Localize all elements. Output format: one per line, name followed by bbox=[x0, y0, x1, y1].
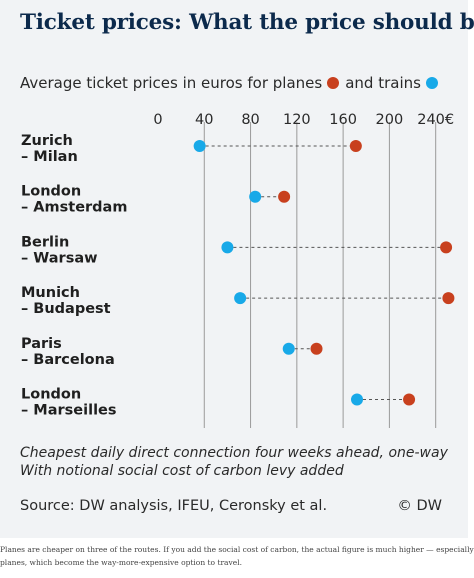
route-label-destination: – Barcelona bbox=[21, 352, 115, 368]
subtitle-text: Average ticket prices in euros for plane… bbox=[20, 74, 323, 92]
x-tick-label: 40 bbox=[195, 112, 213, 128]
route-label-origin: Munich bbox=[21, 285, 80, 301]
chart-card: Ticket prices: What the price should be … bbox=[0, 0, 474, 538]
train-price-dot bbox=[282, 342, 295, 355]
chart-note: Cheapest daily direct connection four we… bbox=[20, 444, 460, 480]
plane-price-dot bbox=[310, 342, 323, 355]
train-price-dot bbox=[351, 393, 364, 406]
plane-price-dot bbox=[349, 140, 362, 152]
train-price-dot bbox=[221, 241, 234, 254]
note-line-1: Cheapest daily direct connection four we… bbox=[20, 445, 448, 461]
x-tick-label: 200 bbox=[376, 112, 404, 128]
plane-price-dot bbox=[278, 190, 291, 203]
route-label-destination: – Milan bbox=[21, 149, 78, 165]
x-tick-label: 240€ bbox=[417, 112, 454, 128]
x-tick-label: 0 bbox=[153, 112, 162, 128]
chart-title: Ticket prices: What the price should be bbox=[20, 10, 474, 35]
train-price-dot bbox=[249, 190, 262, 203]
caption-line-2: planes, which become the way-more-expens… bbox=[0, 558, 242, 567]
subtitle-text-trains: and trains bbox=[345, 74, 421, 92]
route-label-origin: London bbox=[21, 184, 81, 200]
plane-price-dot bbox=[440, 241, 453, 254]
image-caption: Planes are cheaper on three of the route… bbox=[0, 543, 474, 569]
plane-price-dot bbox=[442, 292, 455, 305]
route-label-origin: Berlin bbox=[21, 234, 69, 250]
source-text: Source: DW analysis, IFEU, Ceronsky et a… bbox=[20, 498, 328, 514]
legend-trains-dot bbox=[425, 77, 438, 89]
route-label-origin: Paris bbox=[21, 336, 62, 352]
route-label-destination: – Marseilles bbox=[21, 403, 117, 419]
plane-price-dot bbox=[403, 393, 416, 406]
x-tick-label: 120 bbox=[283, 112, 311, 128]
caption-line-1: Planes are cheaper on three of the route… bbox=[0, 545, 474, 554]
route-label-origin: Zurich bbox=[21, 133, 73, 149]
x-tick-label: 80 bbox=[241, 112, 259, 128]
train-price-dot bbox=[234, 292, 247, 305]
train-price-dot bbox=[193, 140, 206, 152]
route-label-destination: – Warsaw bbox=[21, 250, 98, 266]
note-line-2: With notional social cost of carbon levy… bbox=[20, 463, 344, 479]
x-tick-label: 160 bbox=[329, 112, 357, 128]
route-label-destination: – Amsterdam bbox=[21, 200, 127, 216]
route-label-destination: – Budapest bbox=[21, 301, 111, 317]
route-label-origin: London bbox=[21, 387, 81, 403]
copyright-text: © DW bbox=[397, 498, 442, 514]
dot-plot-chart: 0 40 80 120 160 200 240€ Zurich – Milan London – A… bbox=[0, 100, 468, 430]
legend-subtitle: Average ticket prices in euros for plane… bbox=[20, 74, 444, 92]
legend-planes-dot bbox=[327, 77, 340, 89]
